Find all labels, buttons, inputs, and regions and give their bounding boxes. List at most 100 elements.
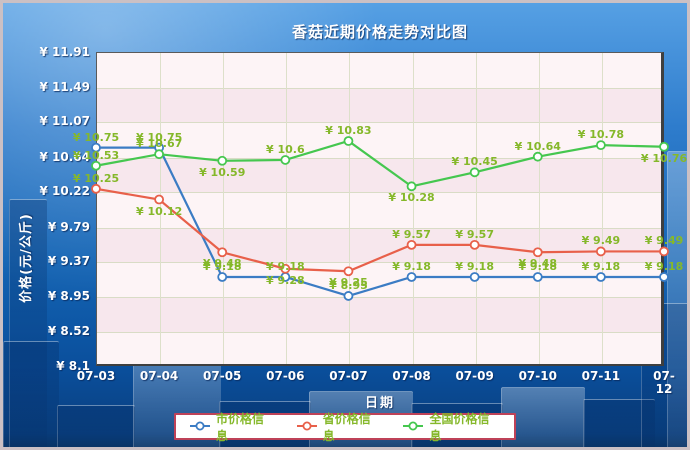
data-point-marker[interactable] (154, 149, 165, 160)
horizontal-gridline (97, 122, 661, 124)
y-tick-label: ¥ 8.95 (47, 288, 90, 303)
data-point-marker[interactable] (280, 263, 291, 274)
data-point-label: ¥ 10.6 (266, 142, 305, 156)
legend-label: 市价格信息 (216, 411, 265, 443)
data-point-marker[interactable] (659, 272, 669, 282)
data-point-marker[interactable] (91, 160, 101, 171)
chart-title: 香菇近期价格走势对比图 (291, 23, 468, 41)
vertical-gridline (412, 53, 414, 364)
x-tick-label: 07-11 (581, 369, 621, 383)
x-tick-label: 07-10 (518, 369, 557, 383)
data-point-marker[interactable] (595, 272, 606, 282)
data-point-label: ¥ 9.49 (644, 234, 684, 248)
grid-band (97, 227, 661, 263)
data-point-label: ¥ 9.18 (518, 259, 558, 273)
data-point-marker[interactable] (343, 291, 354, 301)
y-tick-label: ¥ 9.37 (47, 254, 90, 269)
data-point-label: ¥ 9.18 (266, 259, 305, 273)
data-point-label: ¥ 10.67 (135, 137, 183, 151)
data-point-marker[interactable] (343, 266, 354, 277)
legend-item-city[interactable]: 市价格信息 (190, 410, 275, 444)
data-point-label: ¥ 9.49 (581, 234, 621, 248)
x-tick-label: 07-09 (455, 369, 494, 383)
line-marker-icon (190, 417, 210, 436)
y-tick-label: ¥ 8.52 (47, 324, 90, 339)
data-point-label: ¥ 10.59 (199, 165, 246, 179)
legend-item-province[interactable]: 省价格信息 (296, 410, 382, 444)
data-point-marker[interactable] (659, 141, 669, 152)
y-tick-label: ¥ 11.49 (39, 79, 90, 94)
data-point-marker[interactable] (406, 181, 417, 192)
vertical-gridline (349, 53, 351, 364)
x-tick-label: 07-06 (266, 369, 305, 383)
data-point-marker[interactable] (469, 167, 480, 178)
x-axis-title: 日期 (364, 396, 395, 411)
data-point-marker[interactable] (469, 239, 480, 250)
vertical-gridline (223, 53, 225, 364)
data-point-marker[interactable] (280, 155, 291, 165)
data-point-marker[interactable] (217, 247, 228, 258)
data-point-marker[interactable] (532, 151, 543, 162)
horizontal-gridline (97, 332, 661, 334)
background-building (667, 151, 687, 447)
data-point-label: ¥ 10.75 (135, 130, 183, 144)
line-marker-icon (403, 417, 424, 436)
data-point-label: ¥ 10.25 (72, 171, 120, 185)
horizontal-gridline (97, 227, 661, 229)
data-point-label: ¥ 9.18 (644, 259, 684, 273)
data-point-marker[interactable] (406, 239, 417, 250)
x-tick-label: 07-07 (329, 369, 368, 383)
data-point-label: ¥ 9.28 (266, 273, 305, 287)
data-point-marker[interactable] (532, 247, 543, 258)
horizontal-gridline (97, 296, 661, 298)
background-building (583, 399, 655, 447)
data-point-marker[interactable] (659, 246, 669, 257)
vertical-gridline (538, 53, 540, 364)
y-tick-label: ¥ 10.64 (39, 149, 90, 164)
data-point-marker[interactable] (343, 136, 354, 146)
data-point-label: ¥ 10.78 (577, 128, 625, 142)
grid-band (97, 332, 661, 364)
data-point-label: ¥ 9.18 (455, 259, 494, 273)
horizontal-gridline (97, 87, 661, 89)
data-point-label: ¥ 10.75 (72, 130, 120, 144)
y-tick-label: ¥ 9.79 (47, 219, 90, 234)
y-tick-label: ¥ 10.22 (39, 184, 90, 199)
x-tick-label: 07-05 (203, 369, 242, 383)
data-point-label: ¥ 9.18 (392, 259, 431, 273)
data-point-label: ¥ 10.12 (135, 204, 183, 218)
data-point-marker[interactable] (91, 183, 101, 194)
grid-band (97, 87, 661, 123)
vertical-gridline (601, 53, 603, 364)
legend-label: 省价格信息 (322, 411, 371, 443)
line-marker-icon (296, 417, 317, 436)
data-point-label: ¥ 10.76 (640, 151, 688, 165)
vertical-gridline (475, 53, 477, 364)
legend-item-national[interactable]: 全国价格信息 (403, 410, 500, 444)
vertical-gridline (286, 53, 288, 364)
data-point-label: ¥ 9.25 (329, 276, 368, 290)
grid-band (97, 157, 661, 193)
y-tick-label: ¥ 8.1 (56, 359, 90, 373)
data-point-marker[interactable] (469, 272, 480, 282)
data-point-marker[interactable] (595, 140, 606, 151)
data-point-label: ¥ 10.28 (388, 191, 435, 205)
data-point-marker[interactable] (595, 246, 606, 257)
data-point-label: ¥ 9.18 (202, 259, 242, 273)
data-point-marker[interactable] (217, 272, 228, 282)
x-tick-label: 07-03 (76, 369, 116, 383)
legend: 市价格信息 省价格信息 全国价格信息 (174, 412, 516, 443)
data-point-label: ¥ 9.57 (392, 227, 431, 241)
data-point-label: ¥ 10.83 (325, 124, 372, 137)
data-point-marker[interactable] (217, 155, 228, 166)
data-point-marker[interactable] (406, 272, 417, 282)
data-point-label: ¥ 10.64 (514, 139, 561, 153)
y-tick-label: ¥ 11.91 (39, 45, 90, 59)
x-tick-label: 07-12 (653, 369, 675, 396)
data-point-marker[interactable] (154, 194, 165, 205)
data-point-marker[interactable] (532, 272, 543, 282)
data-point-label: ¥ 9.48 (518, 257, 558, 271)
grid-band (97, 262, 661, 297)
horizontal-gridline (97, 192, 661, 194)
